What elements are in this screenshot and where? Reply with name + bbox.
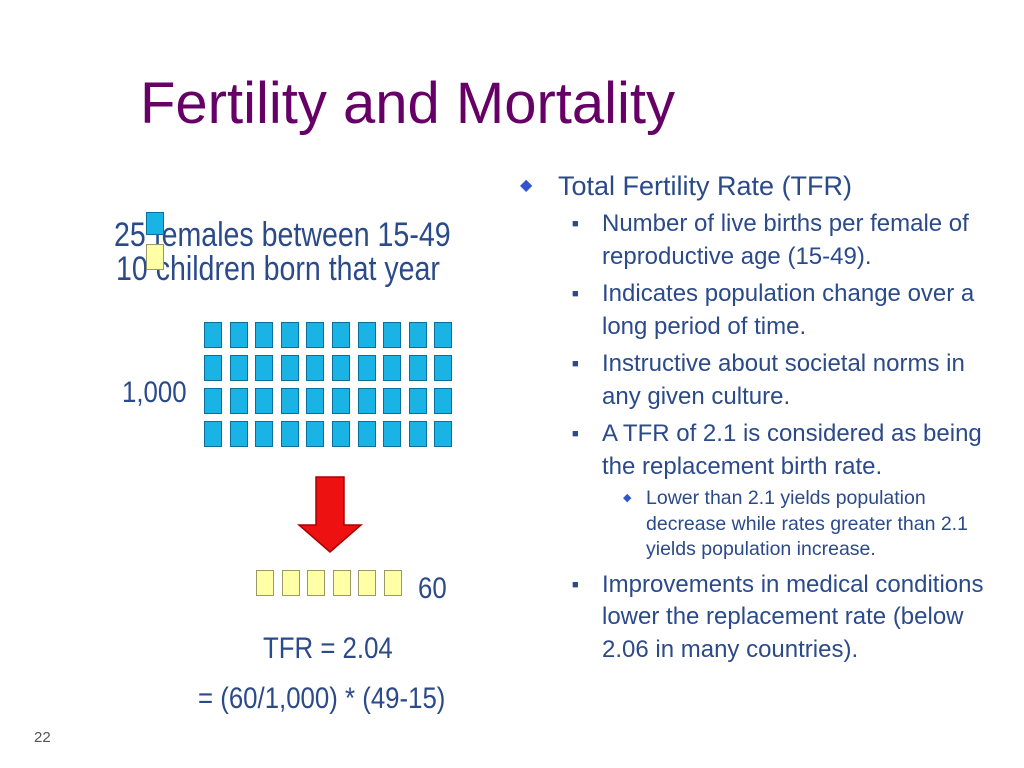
blue-square bbox=[383, 322, 402, 348]
blue-square bbox=[255, 388, 274, 414]
blue-square-grid bbox=[204, 322, 453, 447]
sub-bullet: ■ Number of live births per female of re… bbox=[520, 208, 1010, 273]
blue-square bbox=[255, 421, 274, 447]
sub-bullet-text: Number of live births per female of repr… bbox=[602, 210, 969, 270]
sub-sub-bullet: ◆ Lower than 2.1 yields population decre… bbox=[520, 486, 1010, 563]
blue-square bbox=[383, 421, 402, 447]
square-icon: ■ bbox=[572, 358, 579, 370]
blue-square bbox=[434, 421, 453, 447]
sub-bullet-text: Instructive about societal norms in any … bbox=[602, 350, 965, 410]
blue-square bbox=[280, 421, 299, 447]
diamond-icon: ◆ bbox=[520, 177, 533, 194]
blue-square bbox=[408, 421, 427, 447]
yellow-square bbox=[383, 570, 402, 596]
sub-bullet: ■ A TFR of 2.1 is considered as being th… bbox=[520, 418, 1010, 483]
blue-square bbox=[280, 355, 299, 381]
blue-square bbox=[357, 388, 376, 414]
down-arrow-icon bbox=[297, 476, 363, 553]
blue-square bbox=[229, 388, 248, 414]
blue-square bbox=[408, 388, 427, 414]
blue-square bbox=[204, 355, 222, 381]
sub-bullet-text: Improvements in medical conditions lower… bbox=[602, 570, 984, 663]
yellow-square bbox=[332, 570, 351, 596]
grid-total-label: 1,000 bbox=[122, 376, 187, 409]
blue-square bbox=[204, 388, 222, 414]
blue-square bbox=[229, 421, 248, 447]
sub-bullet: ■ Improvements in medical conditions low… bbox=[520, 569, 1010, 667]
children-statement: 10 children born that year bbox=[116, 250, 440, 288]
yellow-square bbox=[358, 570, 376, 596]
blue-square bbox=[331, 355, 350, 381]
blue-square bbox=[280, 322, 299, 348]
bullet-list: ◆ Total Fertility Rate (TFR) ■ Number of… bbox=[520, 168, 1010, 671]
sub-bullet: ■ Instructive about societal norms in an… bbox=[520, 348, 1010, 413]
blue-square bbox=[229, 322, 248, 348]
blue-square bbox=[434, 322, 453, 348]
main-bullet-text: Total Fertility Rate (TFR) bbox=[558, 171, 853, 201]
blue-square bbox=[204, 421, 222, 447]
yellow-square bbox=[307, 570, 325, 596]
slide-title: Fertility and Mortality bbox=[140, 71, 676, 136]
square-icon: ■ bbox=[572, 428, 579, 440]
blue-square bbox=[229, 355, 248, 381]
blue-square bbox=[306, 388, 325, 414]
blue-square bbox=[383, 388, 402, 414]
blue-square bbox=[255, 322, 274, 348]
blue-square bbox=[383, 355, 402, 381]
result-label: 60 bbox=[418, 572, 447, 605]
yellow-square bbox=[281, 570, 300, 596]
sub-bullet-text: Indicates population change over a long … bbox=[602, 280, 975, 340]
sub-bullet: ■ Indicates population change over a lon… bbox=[520, 278, 1010, 343]
blue-square bbox=[434, 355, 453, 381]
yellow-square-row bbox=[256, 570, 402, 596]
females-statement: 25 females between 15-49 bbox=[114, 216, 451, 254]
blue-square bbox=[306, 322, 325, 348]
blue-square bbox=[306, 355, 325, 381]
tfr-value: TFR = 2.04 bbox=[263, 632, 393, 665]
blue-square bbox=[408, 355, 427, 381]
blue-square bbox=[331, 421, 350, 447]
blue-square bbox=[331, 322, 350, 348]
blue-square bbox=[434, 388, 453, 414]
sub-bullet-text: A TFR of 2.1 is considered as being the … bbox=[602, 420, 982, 480]
page-number: 22 bbox=[34, 729, 51, 746]
yellow-square bbox=[256, 570, 274, 596]
yellow-legend-square bbox=[146, 244, 164, 270]
blue-square bbox=[306, 421, 325, 447]
square-icon: ■ bbox=[572, 578, 579, 591]
sub-sub-bullet-text: Lower than 2.1 yields population decreas… bbox=[646, 487, 968, 560]
main-bullet: ◆ Total Fertility Rate (TFR) bbox=[520, 168, 1010, 204]
blue-square bbox=[408, 322, 427, 348]
blue-legend-square bbox=[146, 212, 164, 235]
blue-square bbox=[357, 355, 376, 381]
blue-square bbox=[280, 388, 299, 414]
diamond-icon: ◆ bbox=[623, 492, 632, 504]
square-icon: ■ bbox=[572, 288, 579, 300]
blue-square bbox=[204, 322, 222, 348]
square-icon: ■ bbox=[572, 218, 579, 230]
blue-square bbox=[255, 355, 274, 381]
blue-square bbox=[357, 322, 376, 348]
blue-square bbox=[357, 421, 376, 447]
blue-square bbox=[331, 388, 350, 414]
tfr-formula: = (60/1,000) * (49-15) bbox=[198, 682, 446, 715]
